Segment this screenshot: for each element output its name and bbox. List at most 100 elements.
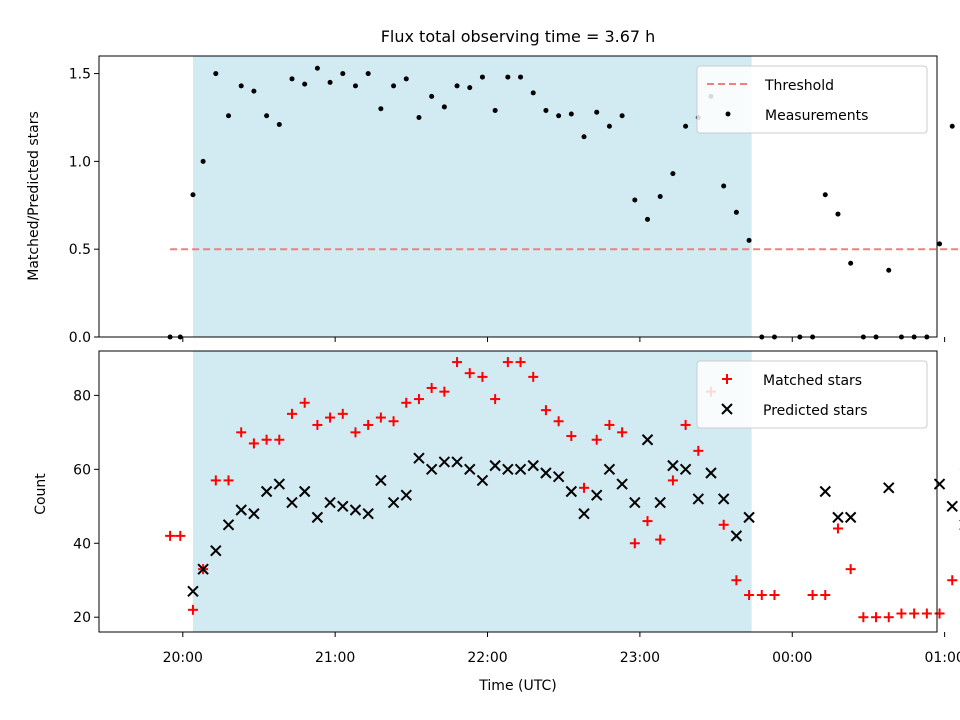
predicted-star-point (933, 478, 946, 490)
matched-star-point (477, 371, 488, 382)
shaded-region-bottom (192, 351, 752, 632)
matched-star-point (579, 482, 590, 493)
measurement-point (848, 260, 854, 266)
matched-star-point (604, 419, 615, 430)
predicted-star-point-b (298, 485, 311, 498)
predicted-star-point (324, 496, 336, 509)
y-tick-label: 20 (73, 610, 91, 626)
matched-star-point (312, 419, 323, 430)
matched-star-point (325, 412, 336, 423)
predicted-star-point-b (654, 496, 666, 509)
predicted-star-point (464, 463, 476, 476)
predicted-star-point-b (210, 544, 222, 557)
predicted-star-point-b (413, 452, 425, 464)
legend-measurement-swatch (725, 111, 731, 117)
predicted-star-point (197, 563, 209, 575)
predicted-star-point (591, 489, 603, 501)
matched-star-point (261, 434, 272, 445)
predicted-star-point (489, 459, 501, 472)
predicted-star-point (743, 511, 755, 524)
predicted-star-point-b (400, 489, 412, 501)
predicted-star-point-b (387, 496, 400, 509)
measurement-point (721, 183, 727, 189)
predicted-star-point (476, 474, 489, 487)
matched-star-point (680, 419, 691, 430)
measurement-point (200, 158, 206, 164)
predicted-star-point (730, 530, 743, 542)
matched-star-point (871, 612, 882, 623)
measurement-point (822, 192, 828, 198)
matched-star-point (363, 419, 374, 430)
legend-predicted-label: Predicted stars (763, 403, 868, 419)
measurement-point (568, 111, 574, 117)
measurement-point (314, 65, 320, 71)
predicted-star-point (578, 507, 590, 520)
predicted-star-point (565, 485, 578, 498)
measurement-point (937, 241, 943, 247)
measurement-points (167, 65, 955, 340)
predicted-star-point-b (273, 478, 286, 490)
predicted-star-point (349, 504, 362, 516)
predicted-star-point-b (476, 474, 489, 487)
measurement-point (581, 134, 587, 140)
predicted-star-point (248, 507, 260, 520)
predicted-star-point-b (730, 530, 743, 542)
x-tick-label: 21:00 (315, 650, 355, 666)
measurement-point (454, 83, 460, 89)
predicted-star-point-b (337, 500, 349, 512)
predicted-star-point (451, 456, 463, 468)
predicted-star-point-b (844, 511, 857, 524)
matched-star-point (464, 368, 475, 379)
predicted-star-point-b (616, 478, 628, 490)
matched-star-point (934, 608, 945, 619)
measurement-point (746, 237, 752, 243)
y-axis-bottom: 20 40 60 80 (73, 388, 99, 626)
matched-star-point (667, 475, 678, 486)
matched-star-point (299, 397, 310, 408)
predicted-star-point-b (692, 493, 705, 505)
matched-star-point (807, 590, 818, 601)
measurement-point (190, 192, 196, 198)
predicted-star-point (210, 544, 222, 557)
figure-title: Flux total observing time = 3.67 h (381, 27, 656, 46)
predicted-star-point-b (235, 504, 247, 516)
predicted-stars-points (187, 434, 960, 598)
measurement-point (276, 121, 282, 127)
matched-star-point (413, 394, 424, 405)
matched-star-point (388, 416, 399, 427)
matched-star-point (591, 434, 602, 445)
matched-star-point (248, 438, 259, 449)
predicted-star-point (273, 478, 286, 490)
predicted-star-point-b (946, 500, 958, 512)
predicted-star-point (298, 485, 311, 498)
legend-predicted-marker (721, 403, 733, 415)
matched-star-point (337, 408, 348, 419)
predicted-star-point (883, 482, 895, 494)
predicted-star-point-b (540, 467, 552, 479)
predicted-star-point (540, 467, 552, 479)
measurement-point (213, 71, 219, 77)
predicted-star-point-b (591, 489, 603, 501)
matched-star-point (769, 590, 780, 601)
measurement-point (886, 267, 892, 273)
measurement-point (657, 194, 663, 199)
predicted-star-point (438, 456, 451, 468)
y-tick-label: 0.5 (69, 242, 91, 258)
measurement-point (530, 90, 536, 96)
y-tick-label: 60 (73, 462, 91, 478)
predicted-star-point-b (425, 463, 438, 476)
matched-star-point (617, 427, 628, 438)
matched-star-point (165, 530, 176, 541)
predicted-star-point (375, 474, 387, 487)
predicted-star-point (514, 463, 527, 476)
predicted-star-point-b (362, 507, 374, 520)
predicted-star-point-b (324, 496, 336, 509)
matched-star-point (756, 590, 767, 601)
measurement-point (733, 209, 739, 215)
matched-star-point (718, 519, 729, 530)
predicted-star-point (260, 485, 273, 498)
matched-star-point (921, 608, 932, 619)
predicted-star-point (235, 504, 247, 516)
